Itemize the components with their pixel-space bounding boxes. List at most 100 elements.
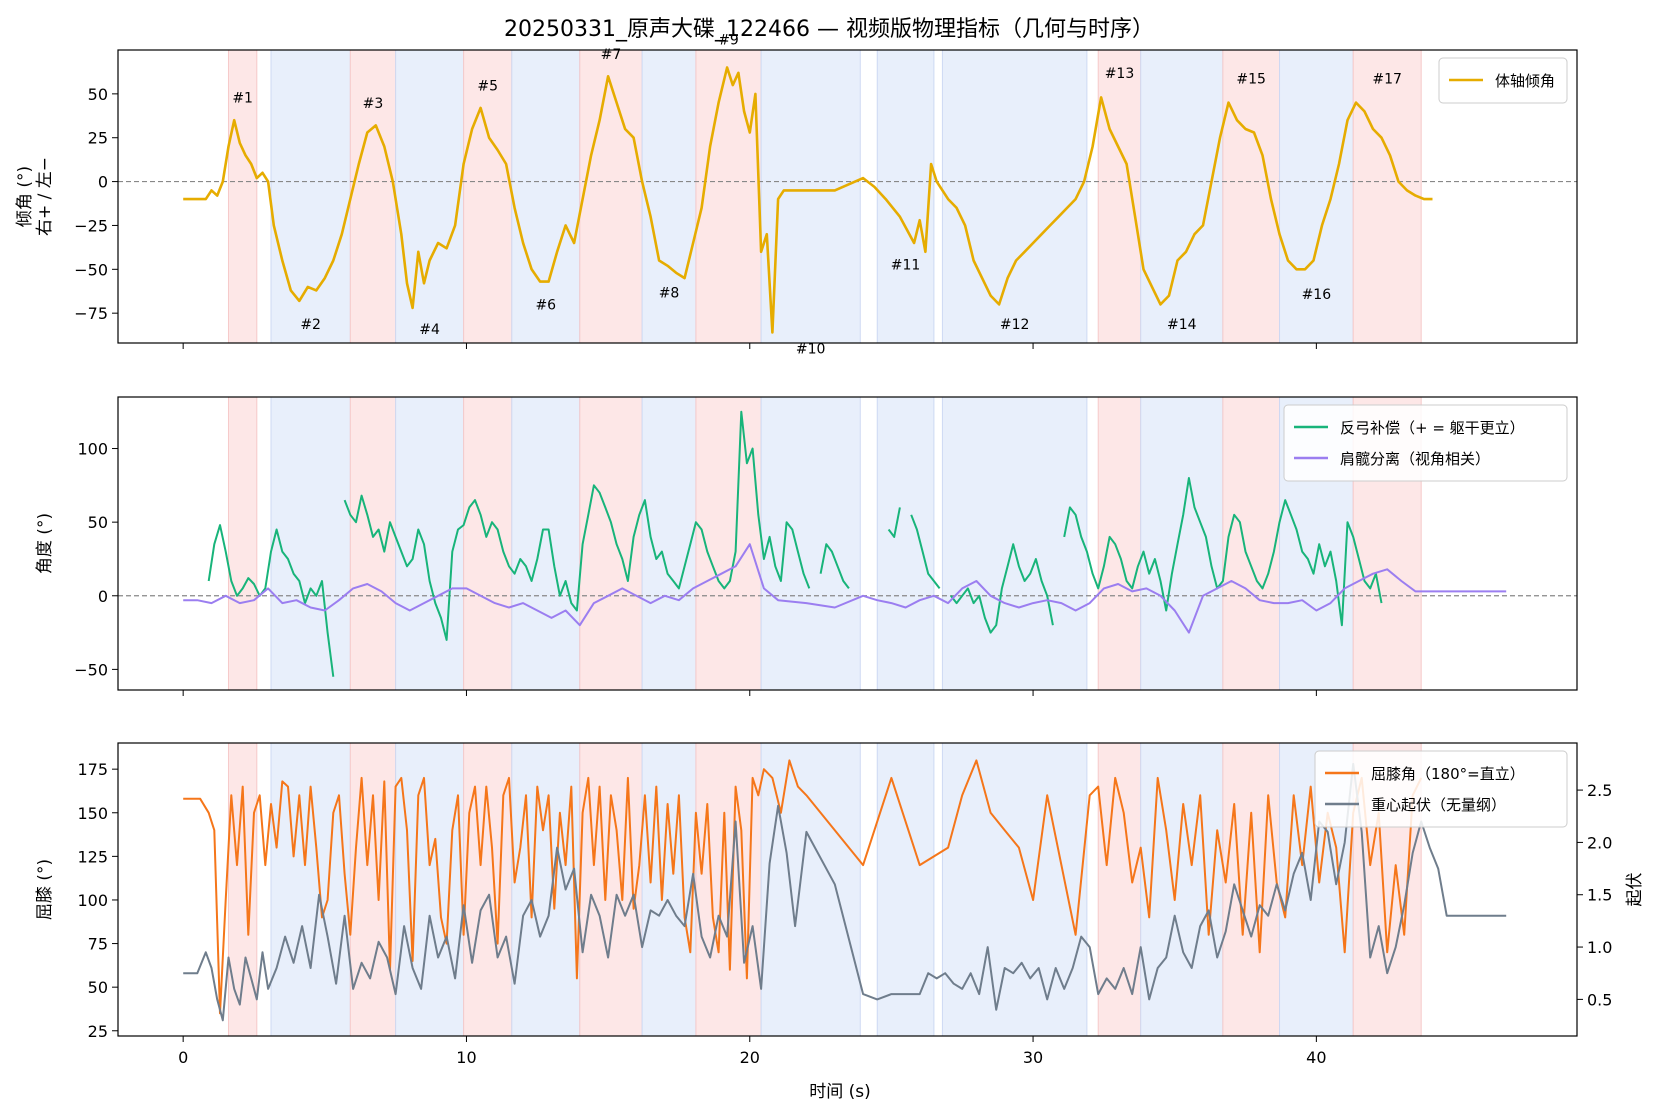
y-axis-label: 倾角 (°) (15, 166, 35, 227)
segment-label: #1 (232, 91, 253, 107)
segment-band-1 (227, 50, 258, 343)
segment-label: #12 (1000, 317, 1030, 333)
legend: 屈膝角（180°=直立） 重心起伏（无量纲） (1314, 750, 1568, 828)
y2-tick-label: 1.5 (1587, 886, 1612, 905)
segment-label: #5 (477, 78, 498, 94)
segment-band-9 (695, 50, 762, 343)
segment-band-14 (1140, 397, 1224, 690)
x-tick-label: 20 (740, 1048, 760, 1067)
series-line-hip (183, 543, 1507, 634)
segment-band-4 (395, 50, 465, 343)
segment-band-8 (641, 50, 697, 343)
series-line-knee (183, 759, 1423, 1015)
x-axis-label: 时间 (s) (809, 1082, 871, 1102)
segment-label: #7 (601, 47, 622, 63)
y-tick-label: 0 (98, 173, 108, 192)
y-tick-label: −25 (74, 216, 108, 235)
segment-band-9 (695, 743, 762, 1036)
legend-label: 体轴倾角 (1495, 72, 1555, 90)
segment-band-1 (227, 397, 258, 690)
y-tick-label: 50 (88, 85, 108, 104)
legend-label: 反弓补偿（+ = 躯干更立） (1340, 419, 1525, 437)
segment-band-5 (463, 50, 513, 343)
y-tick-label: 25 (88, 129, 108, 148)
segment-band-10 (760, 743, 861, 1036)
segment-band-13 (1097, 397, 1142, 690)
legend-label: 肩髋分离（视角相关） (1340, 450, 1490, 468)
segment-band-10 (760, 50, 861, 343)
y-tick-label: 0 (98, 587, 108, 606)
segment-band-3 (349, 397, 397, 690)
y-tick-label: 175 (77, 760, 108, 779)
x-tick-label: 0 (178, 1048, 188, 1067)
y-tick-label: 100 (77, 440, 108, 459)
segment-label: #6 (535, 298, 556, 314)
y2-tick-label: 1.0 (1587, 938, 1612, 957)
segment-band-17 (1352, 50, 1422, 343)
segment-label: #3 (363, 96, 384, 112)
segment-band-6 (511, 50, 581, 343)
segment-label: #9 (718, 33, 739, 49)
panel-3: 0 10 20 30 40 25 50 75 100 125 150 175 屈膝 (°) 0.5 1.0 1… (35, 742, 1645, 1067)
segment-label: #15 (1236, 71, 1266, 87)
segment-band-2 (270, 50, 351, 343)
y-tick-label: −75 (74, 304, 108, 323)
segment-label: #4 (419, 322, 440, 338)
y-tick-label: −50 (74, 660, 108, 679)
series-line-bob (183, 762, 1507, 1022)
y-tick-label: 100 (77, 891, 108, 910)
segment-band-12 (941, 397, 1088, 690)
x-tick-label: 30 (1023, 1048, 1043, 1067)
panel-1: #1 #2 #3 #4 #5 #6 #7 #8 #9 #10 #11 #12 #13 #14 #15 #16 #… (15, 33, 1578, 358)
segment-label: #17 (1372, 71, 1402, 87)
segment-label: #13 (1105, 66, 1135, 82)
y-axis-label: 屈膝 (°) (35, 859, 55, 920)
segment-band-6 (511, 397, 581, 690)
y-tick-label: 50 (88, 513, 108, 532)
y-tick-label: 125 (77, 847, 108, 866)
segment-label: #10 (796, 342, 826, 358)
y-tick-label: 75 (88, 935, 108, 954)
segment-band-11 (876, 743, 935, 1036)
y-tick-label: −50 (74, 260, 108, 279)
plot-frame (117, 49, 1578, 344)
segment-band-15 (1222, 743, 1281, 1036)
segment-band-11 (876, 50, 935, 343)
segment-band-14 (1140, 743, 1224, 1036)
segment-label: #14 (1167, 317, 1197, 333)
y2-tick-label: 2.5 (1587, 781, 1612, 800)
segment-band-6 (511, 743, 581, 1036)
legend: 体轴倾角 (1438, 57, 1568, 104)
legend: 反弓补偿（+ = 躯干更立） 肩髋分离（视角相关） (1283, 404, 1568, 482)
segment-band-14 (1140, 50, 1224, 343)
segment-label: #8 (659, 285, 680, 301)
segment-band-3 (349, 743, 397, 1036)
x-tick-label: 10 (456, 1048, 476, 1067)
y2-tick-label: 0.5 (1587, 990, 1612, 1009)
segment-band-4 (395, 397, 465, 690)
x-tick-label: 40 (1306, 1048, 1326, 1067)
segment-band-12 (941, 50, 1088, 343)
series-line-tilt (183, 66, 1433, 334)
y-tick-label: 50 (88, 978, 108, 997)
y-axis-label: 右+ / 左− (35, 157, 55, 236)
panel-2: −50 0 50 100 角度 (°) 反弓补偿（+ = 躯干更立） 肩髋分离（视角相关） (35, 396, 1578, 696)
segment-band-8 (641, 743, 697, 1036)
segment-band-7 (579, 50, 643, 343)
y-axis-label: 角度 (°) (35, 513, 55, 574)
segment-label: #11 (891, 257, 921, 273)
y-tick-label: 150 (77, 804, 108, 823)
segment-band-10 (760, 397, 861, 690)
segment-band-3 (349, 50, 397, 343)
plot-frame (117, 742, 1578, 1037)
y2-tick-label: 2.0 (1587, 833, 1612, 852)
legend-box (1283, 404, 1568, 482)
series-line-arch (207, 410, 1383, 677)
segment-label: #16 (1302, 287, 1332, 303)
segment-band-13 (1097, 743, 1142, 1036)
segment-band-5 (463, 397, 513, 690)
segment-band-2 (270, 397, 351, 690)
y2-axis-label: 起伏 (1625, 873, 1645, 907)
segment-band-11 (876, 397, 935, 690)
